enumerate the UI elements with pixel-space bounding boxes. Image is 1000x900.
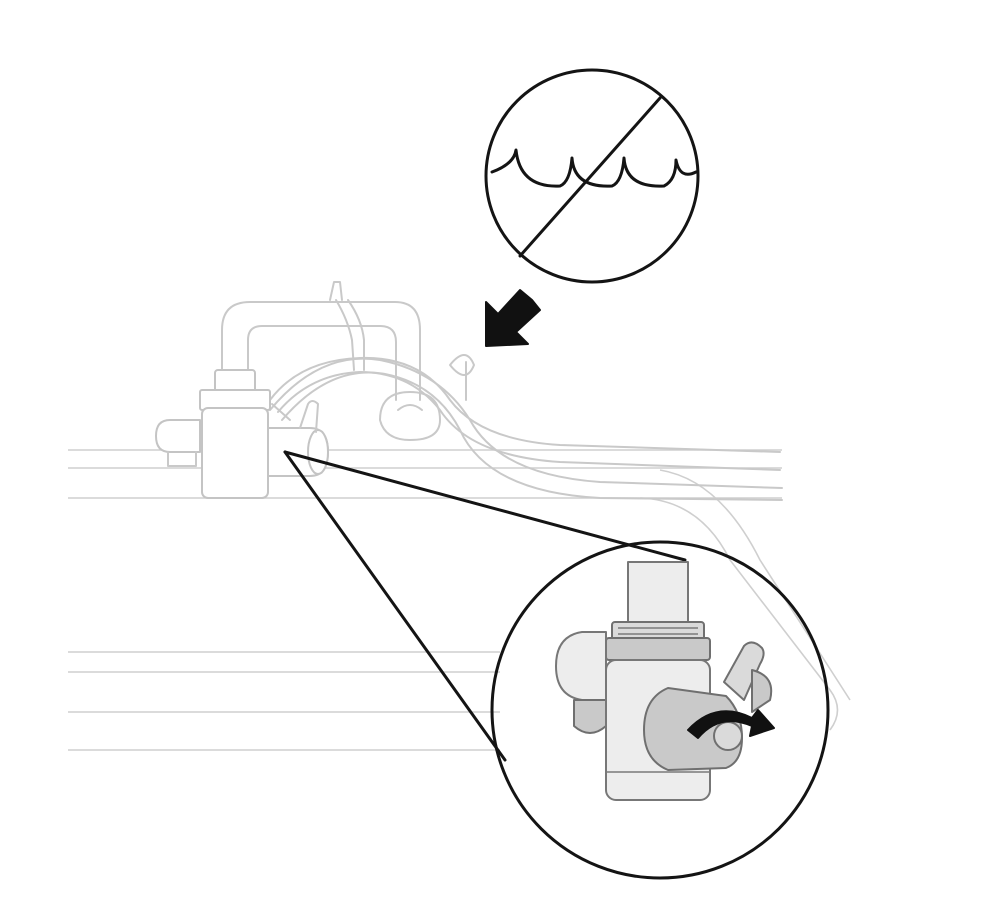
no-water-sign xyxy=(484,68,700,284)
rotate-arrow xyxy=(687,709,775,739)
sink-counter xyxy=(68,449,851,751)
valve-detail xyxy=(555,561,773,801)
pointer-arrow xyxy=(485,289,541,347)
zoom-callout-valve-detail xyxy=(283,450,830,880)
